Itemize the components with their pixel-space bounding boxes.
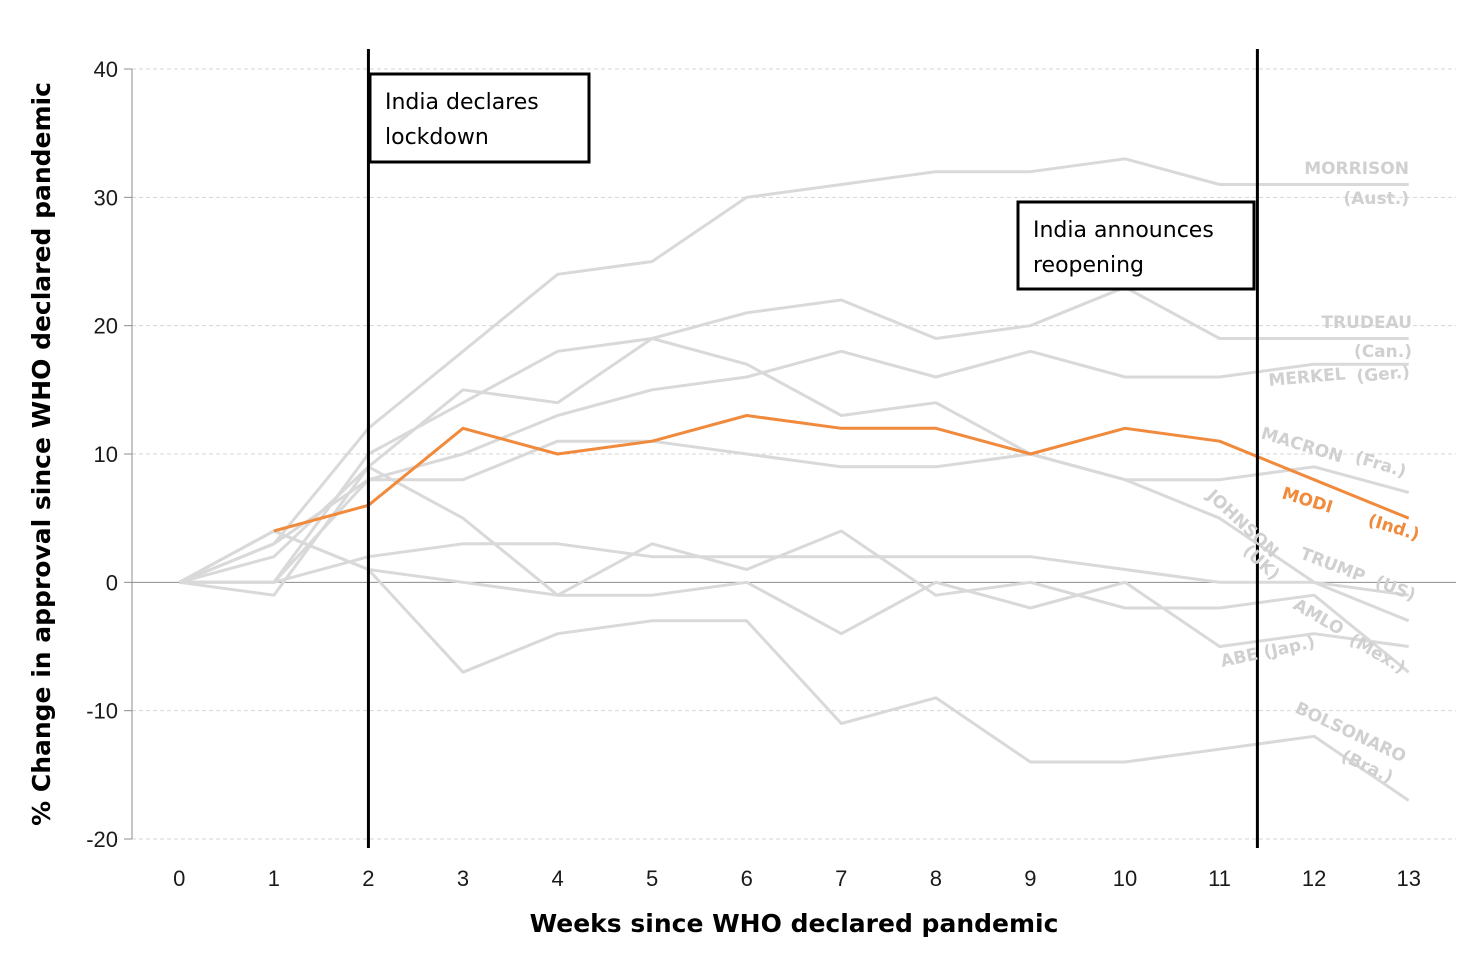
series-label-abe-sub: (Jap.) [1262,633,1317,663]
annotation-text-line2: lockdown [385,125,489,150]
series-line-abe [178,529,1409,648]
series-line-trump [179,542,1409,597]
series-label-trump-sub: (US) [1372,572,1418,606]
series-label-modi-name: MODI [1280,484,1335,518]
series-label-amlo-sub: (Mex.) [1346,630,1409,678]
x-tick-label: 7 [835,866,847,891]
x-tick-label: 2 [362,866,374,891]
x-tick-label: 13 [1396,866,1420,891]
series-line-macron [178,337,1410,584]
annotation-text-line1: India announces [1033,218,1214,243]
x-tick-label: 10 [1113,866,1137,891]
series-label-macron-sub: (Fra.) [1353,448,1409,482]
y-tick-label: 40 [94,57,118,82]
x-tick-label: 1 [268,866,280,891]
series-label-trudeau-name: TRUDEAU [1321,313,1412,333]
x-tick-label: 11 [1208,866,1231,891]
series-label-modi-sub: (Ind.) [1366,511,1422,546]
event-markers: India declares lockdown India announces reo… [366,49,1259,848]
x-axis-title: Weeks since WHO declared pandemic [530,909,1059,938]
x-tick-label: 12 [1302,866,1326,891]
context-series-lines [178,157,1410,802]
series-label-merkel-sub: (Ger.) [1356,362,1411,387]
x-axis-tick-labels: 0 1 2 3 4 5 6 7 8 9 10 11 12 13 [173,866,1421,891]
highlight-series-line [273,414,1410,533]
x-tick-label: 3 [457,866,469,891]
x-tick-label: 0 [173,866,185,891]
series-line-amlo [179,465,1410,674]
annotation-text-line1: India declares [385,90,539,115]
x-tick-label: 5 [646,866,658,891]
series-line-johnson [178,439,1410,623]
y-tick-label: 0 [106,570,118,595]
series-line-morrison [178,157,1409,584]
series-line-modi [273,414,1410,533]
y-tick-label: -10 [86,699,118,724]
x-tick-label: 9 [1024,866,1036,891]
y-tick-label: 30 [94,185,118,210]
series-line-merkel [179,349,1409,584]
y-axis-title: % Change in approval since WHO declared … [27,82,56,826]
series-label-morrison-sub: (Aust.) [1343,189,1409,209]
y-tick-label: 10 [94,442,118,467]
annotation-text-line2: reopening [1033,253,1144,278]
series-line-trudeau [179,285,1409,584]
y-tick-label: -20 [86,827,118,852]
gridlines [132,68,1456,840]
series-label-trudeau-sub: (Can.) [1354,342,1412,362]
annotation-box [1016,200,1256,291]
annotation-box [368,72,591,164]
x-tick-label: 4 [551,866,563,891]
series-label-abe-name: ABE [1219,644,1260,671]
series-label-morrison-name: MORRISON [1304,159,1409,179]
x-tick-label: 6 [741,866,753,891]
series-line-bolsonaro [178,529,1410,802]
x-tick-label: 8 [930,866,942,891]
y-axis-tick-labels: -20 -10 0 10 20 30 40 [86,57,118,852]
series-label-trump-name: TRUMP [1297,544,1368,587]
y-tick-label: 20 [94,314,118,339]
